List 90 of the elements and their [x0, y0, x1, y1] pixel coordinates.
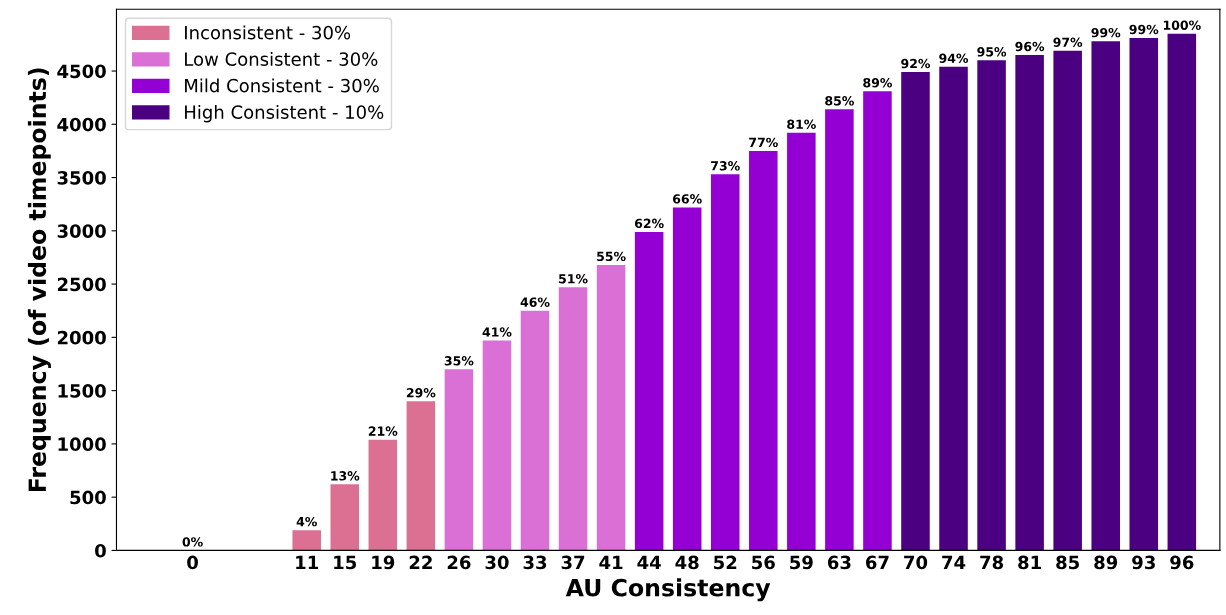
- legend-label: High Consistent - 10%: [185, 104, 384, 123]
- x-tick-label: 52: [714, 555, 737, 570]
- x-tick-label: 74: [942, 555, 966, 570]
- bar: [863, 91, 892, 551]
- bar: [482, 340, 512, 551]
- x-tick-label: 30: [485, 555, 509, 570]
- x-tick-label: 70: [904, 555, 928, 570]
- y-tick-label: 500: [70, 490, 106, 505]
- y-tick-label: 4000: [57, 117, 106, 132]
- y-tick-label: 3500: [57, 171, 106, 185]
- annotation: 13%: [331, 471, 360, 481]
- annotation: 96%: [1015, 41, 1045, 52]
- legend-label: Inconsistent - 30%: [185, 25, 351, 40]
- bar: [825, 109, 854, 551]
- bar: [558, 287, 588, 551]
- annotation: 0%: [182, 537, 203, 547]
- x-tick-label: 78: [980, 555, 1004, 570]
- x-tick-label: 22: [409, 555, 432, 570]
- bar: [1129, 37, 1159, 551]
- y-tick-label: 2000: [57, 330, 106, 345]
- annotation: 99%: [1091, 27, 1121, 38]
- annotation: 94%: [939, 53, 969, 63]
- x-tick-label: 96: [1170, 555, 1194, 570]
- annotation: 35%: [444, 356, 474, 366]
- annotation: 77%: [749, 137, 778, 148]
- annotation: 62%: [634, 218, 664, 229]
- bar: [787, 132, 816, 551]
- bar: [749, 150, 778, 551]
- bar: [406, 401, 436, 551]
- bar: [1053, 50, 1082, 551]
- x-tick-label: 15: [334, 555, 357, 570]
- legend-label: Low Consistent - 30%: [185, 51, 378, 66]
- bar: [1091, 41, 1120, 551]
- x-tick-label: 11: [296, 555, 319, 570]
- x-tick-label: 63: [827, 555, 851, 570]
- y-tick-label: 2500: [57, 277, 106, 292]
- bar: [368, 439, 398, 551]
- legend-label: Mild Consistent - 30%: [185, 78, 379, 93]
- annotation: 81%: [787, 119, 816, 129]
- bar: [710, 174, 740, 551]
- annotation: 85%: [825, 96, 854, 106]
- x-tick-label: 26: [447, 555, 471, 570]
- y-tick-label: 1000: [58, 437, 106, 452]
- x-tick-label: 48: [675, 555, 699, 570]
- annotation: 41%: [482, 327, 512, 337]
- annotation: 51%: [559, 274, 588, 284]
- annotation: 97%: [1053, 37, 1083, 47]
- x-tick-label: 19: [372, 555, 395, 570]
- annotation: 73%: [711, 161, 740, 171]
- x-tick-label: 56: [752, 555, 775, 570]
- x-tick-label: 37: [561, 555, 585, 570]
- bar: [596, 264, 626, 551]
- annotation: 21%: [368, 426, 398, 436]
- bar: [1015, 55, 1044, 551]
- y-tick-label: 1500: [58, 384, 106, 398]
- y-axis-title: Frequency (of video timepoints): [27, 68, 51, 492]
- x-tick-label: 89: [1094, 555, 1118, 570]
- bar: [520, 310, 550, 551]
- x-tick-label: 67: [865, 555, 889, 570]
- y-tick-label: 4500: [57, 64, 106, 79]
- bar: [901, 72, 930, 551]
- annotation: 89%: [863, 77, 892, 88]
- x-tick-label: 33: [523, 555, 547, 570]
- annotation: 29%: [406, 388, 436, 398]
- bar: [672, 207, 702, 551]
- annotation: 99%: [1129, 24, 1159, 35]
- x-tick-label: 81: [1018, 555, 1041, 570]
- annotation: 95%: [977, 47, 1007, 57]
- annotation: 4%: [296, 516, 317, 527]
- x-tick-label: 93: [1132, 555, 1155, 570]
- x-tick-label: 44: [637, 555, 661, 570]
- bar: [330, 484, 360, 551]
- x-tick-label: 0: [187, 555, 198, 570]
- x-tick-label: 41: [599, 555, 623, 570]
- annotation: 92%: [901, 58, 931, 69]
- x-axis-title: AU Consistency: [565, 578, 771, 602]
- y-tick-label: 3000: [57, 224, 106, 238]
- bar: [292, 530, 321, 551]
- x-tick-label: 85: [1056, 555, 1079, 570]
- bar: [444, 369, 474, 551]
- annotation: 46%: [520, 297, 550, 307]
- annotation: 55%: [597, 251, 626, 262]
- bar: [977, 60, 1006, 551]
- bar: [634, 231, 664, 551]
- annotation: 100%: [1163, 20, 1201, 30]
- bar: [939, 66, 968, 551]
- bar: [1167, 33, 1197, 551]
- x-tick-label: 59: [790, 555, 813, 570]
- annotation: 66%: [673, 194, 702, 204]
- y-tick-label: 0: [95, 543, 106, 558]
